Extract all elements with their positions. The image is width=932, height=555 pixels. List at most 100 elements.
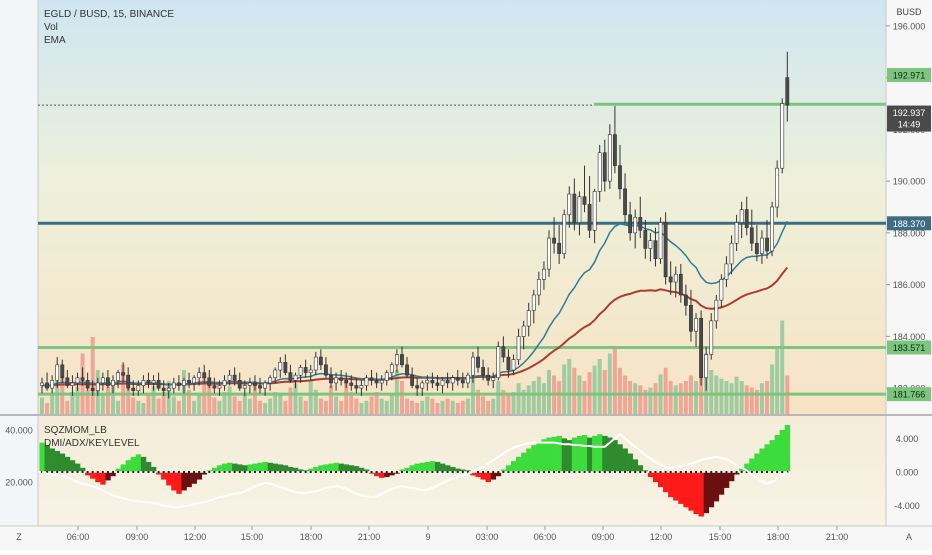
volume-bar	[60, 364, 65, 414]
candle	[166, 382, 171, 399]
squeeze-dot	[553, 471, 556, 473]
candle	[278, 357, 283, 378]
candle	[182, 377, 186, 394]
momentum-bar	[587, 437, 593, 472]
candle-body	[141, 380, 146, 386]
momentum-bar	[637, 465, 644, 472]
momentum-bar	[546, 437, 552, 472]
squeeze-dot	[213, 471, 216, 473]
candle-body	[227, 374, 232, 381]
momentum-bar	[612, 440, 618, 472]
candle	[75, 372, 80, 391]
symbol-line[interactable]: EGLD / BUSD, 15, BINANCE	[44, 9, 175, 20]
candle	[613, 106, 617, 174]
volume-bar	[298, 396, 303, 414]
momentum-bar	[145, 461, 152, 472]
momentum-bar	[627, 453, 633, 472]
candle	[349, 375, 354, 391]
candle-body	[516, 336, 521, 360]
squeeze-dot	[649, 471, 652, 473]
volume-bar	[648, 387, 653, 414]
candle-body	[303, 367, 308, 373]
candle	[136, 380, 141, 396]
candle-body	[719, 279, 724, 301]
legend-sqzmom[interactable]: SQZMOM_LB	[44, 425, 107, 436]
squeeze-dot	[319, 471, 322, 473]
candle-body	[633, 217, 638, 234]
candle	[161, 380, 166, 396]
squeeze-dot	[730, 471, 733, 473]
candle-body	[258, 385, 262, 389]
time-tick-label: 15:00	[241, 532, 264, 542]
momentum-bar	[404, 467, 410, 472]
momentum-bar	[713, 472, 720, 502]
momentum-bar	[663, 472, 669, 493]
candle	[339, 370, 344, 386]
candle-body	[75, 377, 80, 384]
candle-body	[531, 294, 536, 311]
squeeze-dot	[624, 471, 627, 473]
volume-bar	[334, 396, 339, 414]
volume-bar	[389, 394, 394, 414]
candle-body	[780, 103, 785, 169]
momentum-bar	[384, 472, 390, 478]
candle-body	[709, 320, 714, 355]
currency-label: BUSD	[896, 7, 922, 17]
volume-bar	[90, 337, 95, 414]
volume-bar	[65, 400, 70, 414]
candle	[699, 310, 704, 386]
volume-bar	[765, 381, 770, 414]
momentum-bar	[754, 453, 760, 472]
candle-body	[55, 364, 60, 381]
momentum-bar	[151, 466, 157, 472]
squeeze-dot	[289, 471, 292, 473]
momentum-bar	[495, 472, 502, 477]
candle	[384, 370, 389, 386]
momentum-bar	[287, 466, 294, 472]
momentum-bar	[764, 444, 770, 472]
squeeze-dot	[299, 471, 302, 473]
volume-bar	[425, 396, 430, 414]
legend-dmi-adx[interactable]: DMI/ADX/KEYLEVEL	[44, 438, 140, 449]
squeeze-dot	[61, 471, 64, 473]
candle	[415, 377, 420, 396]
momentum-bar	[257, 462, 263, 472]
volume-bar	[430, 398, 435, 414]
squeeze-dot	[324, 471, 327, 473]
momentum-bar	[703, 472, 710, 514]
candle-body	[283, 361, 288, 373]
momentum-bar	[455, 468, 461, 472]
momentum-bar	[556, 435, 562, 472]
label-support-2-text: 181.766	[893, 390, 926, 400]
candle-body	[293, 374, 298, 381]
candle-body	[744, 209, 749, 228]
osc-tick-label: 4.000	[896, 434, 919, 444]
candle	[673, 266, 678, 298]
candle-body	[496, 346, 501, 379]
candle-body	[683, 294, 688, 306]
candle-body	[187, 380, 191, 384]
squeeze-dot	[218, 471, 221, 473]
volume-bar	[293, 383, 298, 414]
main-legend: EGLD / BUSD, 15, BINANCE Vol EMA	[44, 8, 174, 47]
squeeze-dot	[426, 471, 429, 473]
squeeze-dot	[395, 471, 398, 473]
squeeze-dot	[507, 471, 510, 473]
momentum-bar	[597, 434, 603, 472]
legend-ema[interactable]: EMA	[44, 35, 66, 46]
candle	[536, 271, 541, 306]
volume-bar	[151, 386, 156, 414]
squeeze-dot	[725, 471, 728, 473]
candle	[313, 351, 318, 376]
squeeze-dot	[446, 471, 449, 473]
candle	[592, 188, 597, 244]
squeeze-dot	[715, 471, 718, 473]
volume-bar	[511, 392, 516, 414]
legend-vol[interactable]: Vol	[44, 22, 58, 33]
volume-bar	[729, 383, 734, 414]
volume-bar	[450, 400, 455, 414]
candle	[121, 362, 126, 383]
candle	[288, 364, 293, 383]
candle-body	[318, 356, 323, 366]
